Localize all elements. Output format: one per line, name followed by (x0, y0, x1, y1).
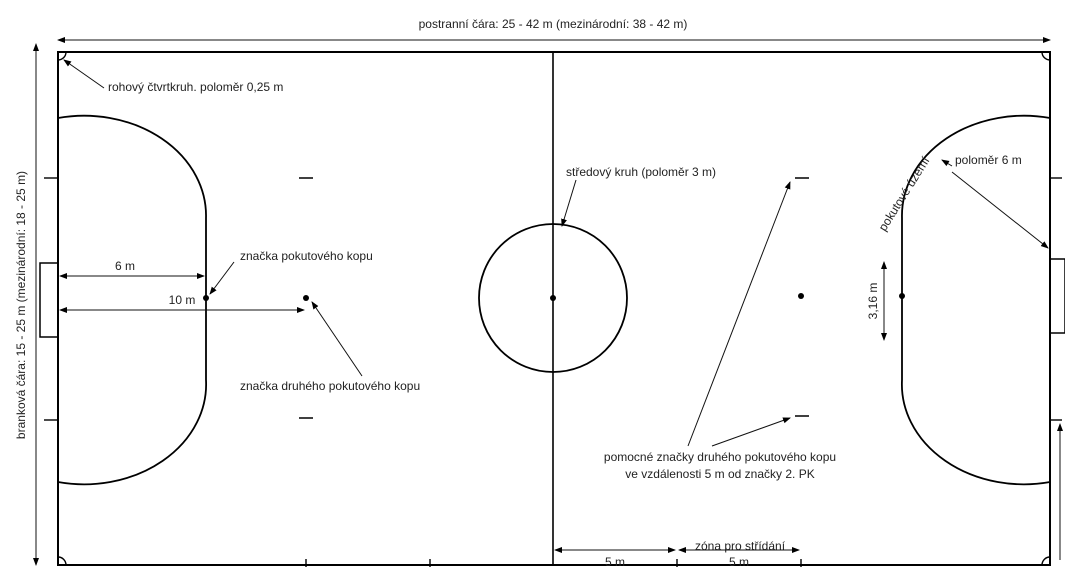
corner-arc-label: rohový čtvrtkruh. poloměr 0,25 m (108, 80, 283, 94)
dim-316-label: 3,16 m (866, 283, 880, 320)
top-dimension-label: postranní čára: 25 - 42 m (mezinárodní: … (419, 17, 688, 31)
right-penalty-area (901, 114, 1051, 486)
corner-arc-tr (1041, 51, 1051, 61)
right-goal (1049, 258, 1065, 334)
penalty-mark-label: značka pokutového kopu (240, 249, 373, 263)
left-penalty-spot (203, 295, 209, 301)
radius-6m-label: poloměr 6 m (955, 153, 1022, 167)
substitution-zone-label: zóna pro střídání (695, 539, 786, 553)
right-second-penalty-spot (798, 293, 804, 299)
dim-10m-label: 10 m (169, 293, 196, 307)
center-spot (550, 295, 556, 301)
radius-6m-pointer-up (941, 159, 953, 167)
left-second-penalty-spot (303, 295, 309, 301)
second-penalty-mark-pointer (311, 301, 363, 377)
second-penalty-mark-label: značka druhého pokutového kopu (240, 379, 420, 393)
left-goal (39, 262, 59, 338)
corner-arc-br (1041, 556, 1051, 566)
center-circle (478, 223, 628, 373)
corner-arc-tl (57, 51, 67, 61)
dim-6m-label: 6 m (115, 259, 135, 273)
corner-arc-bl (57, 556, 67, 566)
left-penalty-area (57, 114, 207, 486)
radius-6m-pointer-down (951, 171, 1049, 249)
penalty-mark-pointer (209, 261, 235, 295)
aux-marks-label-line1: pomocné značky druhého pokutového kopu (604, 450, 836, 464)
penalty-area-label: pokutové území (876, 154, 933, 234)
dim-5m-right-label: 5 m (729, 555, 749, 567)
center-circle-label: středový kruh (poloměr 3 m) (566, 165, 716, 179)
aux-marks-pointer-bottom (711, 417, 791, 447)
right-penalty-spot (899, 293, 905, 299)
aux-marks-label-line2: ve vzdálenosti 5 m od značky 2. PK (625, 467, 814, 481)
corner-arc-pointer (63, 59, 105, 89)
center-circle-pointer (561, 179, 577, 227)
aux-marks-pointer-top (687, 181, 791, 447)
side-dimension-label: branková čára: 15 - 25 m (mezinárodní: 1… (14, 171, 28, 439)
dim-5m-left-label: 5 m (605, 555, 625, 567)
